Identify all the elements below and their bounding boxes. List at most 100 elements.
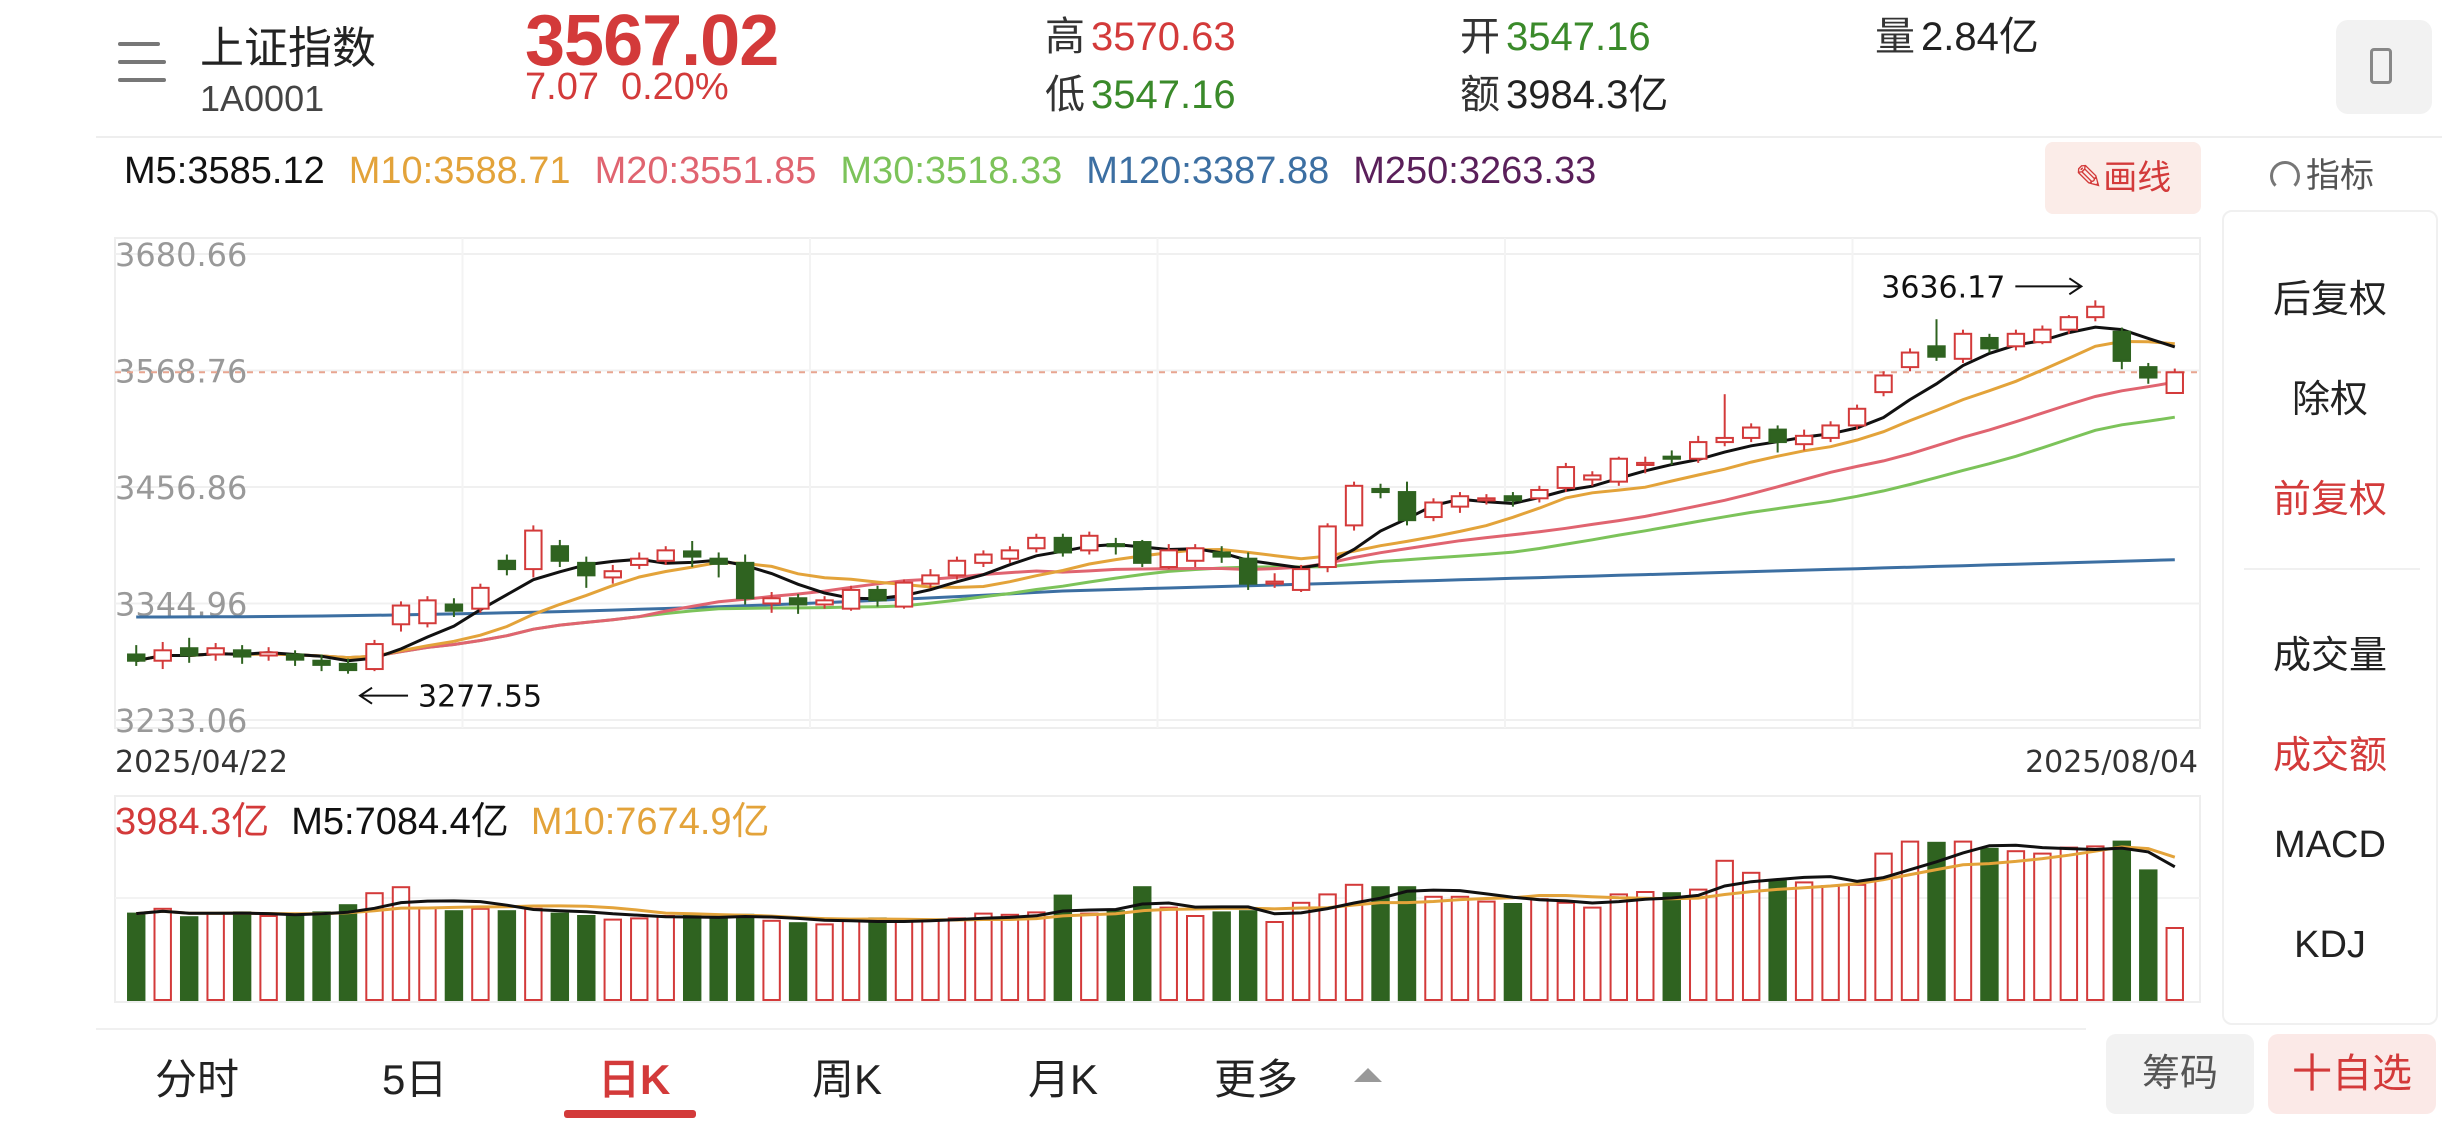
ma10-line bbox=[135, 339, 2175, 663]
volume-bar bbox=[391, 886, 411, 1002]
volume-bar bbox=[1927, 841, 1946, 1001]
candle-body bbox=[815, 599, 834, 606]
candle-body bbox=[206, 647, 225, 656]
volume-bar bbox=[815, 923, 834, 1002]
candle-body bbox=[974, 553, 993, 564]
candle-body bbox=[1344, 484, 1364, 527]
candle-body bbox=[232, 649, 252, 658]
candle-body bbox=[1318, 525, 1337, 569]
volume-bar bbox=[1874, 852, 1893, 1001]
candle-body bbox=[709, 557, 728, 565]
candle-body bbox=[1821, 424, 1840, 439]
active-tab-indicator bbox=[564, 1110, 696, 1118]
candle-body bbox=[2033, 328, 2052, 344]
option-kdj[interactable]: KDJ bbox=[2294, 924, 2366, 966]
candle-body bbox=[1900, 351, 1920, 369]
tab-intraday[interactable]: 分时 bbox=[155, 1056, 240, 1103]
volume-bar bbox=[1450, 895, 1470, 1001]
option-forward-adjust[interactable]: 前复权 bbox=[2272, 479, 2387, 521]
device-toggle-button[interactable] bbox=[2336, 20, 2432, 114]
option-volume[interactable]: 成交量 bbox=[2272, 635, 2387, 677]
candle-body bbox=[1291, 568, 1311, 591]
volume-bar bbox=[1953, 840, 1973, 1001]
volume-bar bbox=[921, 918, 940, 1001]
ma20-line bbox=[135, 380, 2176, 663]
volume-bar bbox=[1477, 900, 1496, 1001]
candle-body bbox=[1768, 428, 1787, 444]
volume-bar bbox=[1318, 893, 1337, 1002]
candle-body bbox=[762, 597, 781, 605]
volume-bar bbox=[894, 919, 914, 1001]
volume-bar bbox=[1530, 898, 1549, 1002]
volume-bar bbox=[1821, 885, 1840, 1001]
tab-daily-k[interactable]: 日K bbox=[598, 1056, 671, 1103]
change-percent: 0.20% bbox=[620, 66, 729, 108]
volume-bar bbox=[232, 911, 252, 1002]
volume-bar bbox=[1768, 880, 1787, 1002]
volume-m5-label: M5:7084.4亿 bbox=[291, 801, 509, 843]
candle-body bbox=[1953, 332, 1973, 360]
candle-body bbox=[788, 597, 808, 606]
candle-body bbox=[2139, 366, 2158, 379]
low-value: 3547.16 bbox=[1091, 73, 1236, 117]
stock-name: 上证指数 bbox=[200, 24, 376, 73]
draw-line-label: 画线 bbox=[2103, 159, 2172, 197]
low-stat: 低 3547.16 bbox=[1045, 62, 1236, 120]
open-stat: 开 3547.16 bbox=[1460, 4, 1651, 62]
volume-bar bbox=[709, 917, 728, 1002]
tab-5day[interactable]: 5日 bbox=[382, 1056, 448, 1103]
low-label: 低 bbox=[1045, 73, 1085, 117]
volume-bar bbox=[1556, 901, 1576, 1001]
amount-value: 3984.3亿 bbox=[1506, 73, 1669, 117]
volume-label: 量 bbox=[1875, 15, 1915, 59]
volume-bar bbox=[682, 913, 702, 1001]
candle-body bbox=[259, 651, 278, 657]
volume-bar bbox=[1847, 883, 1867, 1001]
candle-body bbox=[550, 545, 570, 562]
ma-legend: M5:3585.12 M10:3588.71 M20:3551.85 M30:3518… bbox=[124, 150, 1620, 206]
volume-bar bbox=[1741, 871, 1761, 1001]
candle-body bbox=[1503, 495, 1523, 502]
volume-bar bbox=[603, 918, 622, 1001]
candle-body bbox=[391, 604, 411, 626]
draw-line-button[interactable]: ✎画线 bbox=[2045, 142, 2201, 214]
volume-bar bbox=[312, 911, 331, 1002]
volume-bar bbox=[1980, 847, 1999, 1001]
chip-distribution-button[interactable]: 筹码 bbox=[2106, 1034, 2254, 1114]
ma30-label: M30:3518.33 bbox=[840, 150, 1063, 192]
tab-more[interactable]: 更多 bbox=[1214, 1056, 1299, 1103]
indicator-button[interactable]: 指标 bbox=[2270, 148, 2374, 197]
tab-monthly-k[interactable]: 月K bbox=[1028, 1056, 1099, 1103]
add-to-watchlist-button[interactable]: 十自选 bbox=[2268, 1034, 2436, 1114]
caret-up-icon[interactable] bbox=[1354, 1068, 1382, 1082]
candle-body bbox=[1424, 501, 1443, 519]
volume-bar bbox=[1689, 888, 1708, 1001]
candle-body bbox=[682, 550, 702, 558]
low-annotation: 3277.55 bbox=[418, 680, 542, 715]
volume-bar bbox=[2165, 927, 2184, 1001]
candle-body bbox=[2112, 330, 2132, 362]
candle-body bbox=[127, 653, 146, 662]
candle-body bbox=[471, 586, 490, 610]
volume-bar bbox=[2006, 850, 2026, 1002]
menu-icon[interactable] bbox=[118, 38, 174, 90]
volume-bar bbox=[418, 906, 437, 1001]
volume-bar bbox=[788, 922, 808, 1002]
ma5-label: M5:3585.12 bbox=[124, 150, 325, 192]
option-back-adjust[interactable]: 后复权 bbox=[2272, 279, 2387, 321]
volume-bar bbox=[762, 919, 781, 1001]
candle-body bbox=[894, 581, 914, 608]
ma10-label: M10:3588.71 bbox=[348, 150, 571, 192]
option-macd[interactable]: MACD bbox=[2274, 824, 2386, 866]
option-turnover[interactable]: 成交额 bbox=[2272, 735, 2387, 777]
tab-weekly-k[interactable]: 周K bbox=[812, 1056, 883, 1103]
candle-body bbox=[1636, 461, 1655, 466]
option-ex-rights[interactable]: 除权 bbox=[2291, 379, 2368, 421]
candle-body bbox=[1794, 434, 1814, 446]
candle-body bbox=[1530, 488, 1549, 500]
volume-bar bbox=[2033, 852, 2052, 1001]
candle-body bbox=[1053, 536, 1073, 554]
ma30-line bbox=[135, 415, 2176, 663]
